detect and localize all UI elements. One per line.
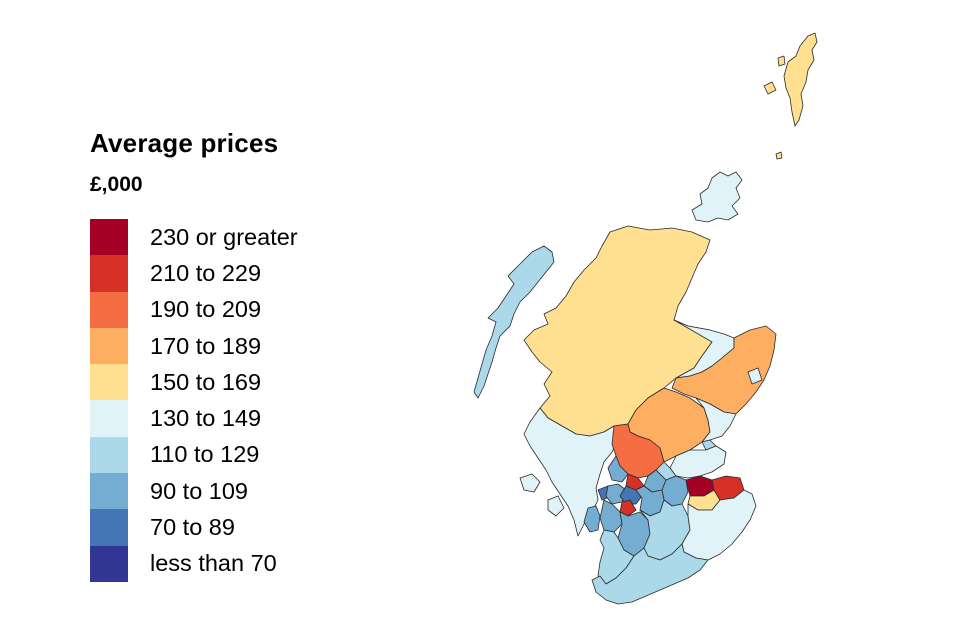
legend-item: 70 to 89 bbox=[90, 509, 298, 546]
legend-item: 110 to 129 bbox=[90, 436, 298, 474]
region-west-dunbartonshire bbox=[607, 455, 629, 483]
region-shetland bbox=[783, 32, 818, 127]
legend-list: 230 or greater 210 to 229 190 to 209 170… bbox=[90, 219, 298, 582]
legend-label: 150 to 169 bbox=[150, 368, 262, 395]
legend-swatch bbox=[90, 436, 128, 474]
region-argyll-and-bute bbox=[519, 473, 541, 493]
legend-swatch bbox=[90, 291, 128, 328]
legend-item: 190 to 209 bbox=[90, 291, 298, 328]
legend-label: 90 to 109 bbox=[150, 477, 249, 504]
region-east-renfrewshire bbox=[619, 499, 637, 517]
legend-swatch bbox=[90, 545, 128, 582]
region-shetland bbox=[777, 55, 786, 67]
legend-swatch bbox=[90, 400, 128, 437]
map-legend: Average prices £,000 230 or greater 210 … bbox=[90, 128, 298, 582]
legend-label: 230 or greater bbox=[150, 223, 298, 250]
legend-swatch bbox=[90, 219, 128, 256]
legend-item: 150 to 169 bbox=[90, 364, 298, 401]
legend-label: 70 to 89 bbox=[150, 514, 235, 541]
region-shetland bbox=[763, 81, 777, 95]
legend-item: less than 70 bbox=[90, 545, 298, 582]
legend-swatch bbox=[90, 255, 128, 292]
region-angus bbox=[695, 397, 737, 443]
legend-unit: £,000 bbox=[90, 173, 143, 196]
region-na-h-eileanan-siar bbox=[473, 245, 555, 399]
legend-swatch bbox=[90, 327, 128, 365]
legend-swatch bbox=[90, 509, 128, 546]
legend-label: 170 to 189 bbox=[150, 332, 262, 359]
legend-item: 230 or greater bbox=[90, 219, 298, 256]
region-dumfries-and-galloway bbox=[591, 543, 709, 605]
region-north-ayrshire bbox=[599, 499, 623, 533]
legend-item: 130 to 149 bbox=[90, 400, 298, 437]
legend-label: 130 to 149 bbox=[150, 405, 262, 432]
legend-item: 210 to 229 bbox=[90, 255, 298, 292]
region-orkney bbox=[691, 171, 743, 223]
legend-item: 90 to 109 bbox=[90, 473, 298, 510]
legend-label: 210 to 229 bbox=[150, 259, 262, 286]
legend-swatch bbox=[90, 364, 128, 401]
legend-item: 170 to 189 bbox=[90, 327, 298, 365]
region-north-ayrshire bbox=[583, 505, 601, 533]
region-aberdeen-city bbox=[747, 367, 763, 385]
legend-label: 190 to 209 bbox=[150, 296, 262, 323]
region-shetland bbox=[775, 151, 783, 160]
legend-label: 110 to 129 bbox=[150, 441, 260, 468]
legend-title: Average prices bbox=[90, 128, 279, 158]
region-argyll-and-bute bbox=[547, 495, 565, 517]
legend-label: less than 70 bbox=[150, 550, 277, 577]
legend-swatch bbox=[90, 473, 128, 510]
